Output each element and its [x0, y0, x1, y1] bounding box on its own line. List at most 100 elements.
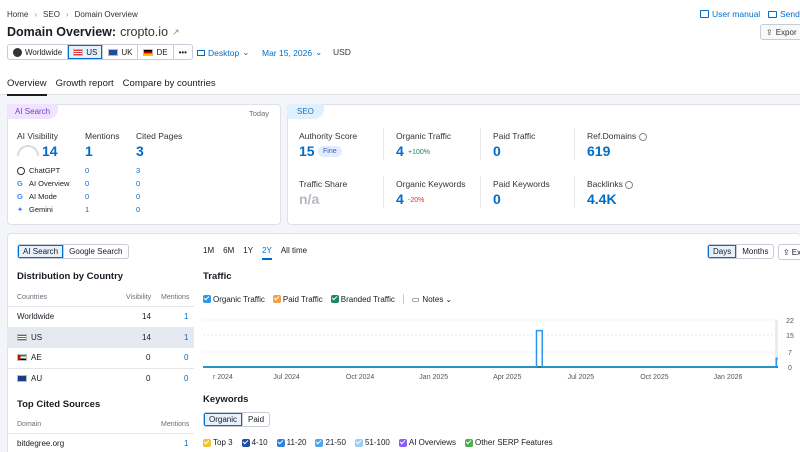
range-1m[interactable]: 1M: [203, 246, 215, 255]
seo-pill: SEO: [287, 104, 324, 119]
legend-11-20[interactable]: 11-20: [276, 438, 306, 447]
tab-overview[interactable]: Overview: [7, 78, 47, 96]
seo-card: [287, 104, 800, 225]
divider: [574, 128, 575, 160]
traffic-title: Traffic: [203, 271, 232, 282]
tab-compare-by-countries[interactable]: Compare by countries: [122, 78, 216, 89]
checkbox-icon: [464, 438, 473, 447]
ai-search-card: [7, 104, 281, 225]
db-uk[interactable]: UK: [103, 45, 139, 59]
country-mentions[interactable]: 1: [184, 312, 189, 321]
date-dropdown[interactable]: Mar 15, 2026 ⌄: [262, 47, 322, 58]
legend-ai-overviews[interactable]: AI Overviews: [398, 438, 456, 447]
list-item: ChatGPT: [17, 164, 69, 177]
more-databases-button[interactable]: •••: [174, 45, 192, 59]
cited-pages-value[interactable]: 3: [136, 143, 144, 159]
google-icon: G: [17, 179, 23, 188]
chevron-down-icon: ⌄: [242, 47, 250, 57]
granularity-days[interactable]: Days: [708, 245, 738, 258]
toggle-organic[interactable]: Organic: [204, 413, 244, 426]
chart-export-button[interactable]: ⇪ Ex: [778, 244, 800, 260]
backlinks-value[interactable]: 4.4K: [587, 191, 617, 207]
granularity-months[interactable]: Months: [742, 247, 769, 256]
toggle-google-search[interactable]: Google Search: [69, 247, 123, 256]
platform-mentions[interactable]: 0: [85, 166, 90, 175]
legend-top-3[interactable]: Top 3: [203, 438, 233, 447]
platform-cited[interactable]: 0: [136, 179, 141, 188]
organic-traffic-value[interactable]: 4: [396, 143, 404, 159]
platform-cited[interactable]: 0: [136, 192, 141, 201]
platform-cited[interactable]: 3: [136, 166, 141, 175]
range-2y[interactable]: 2Y: [262, 246, 272, 260]
platform-name: ChatGPT: [29, 166, 61, 175]
table-row[interactable]: [7, 348, 194, 369]
legend-paid-traffic[interactable]: Paid Traffic: [272, 295, 323, 304]
cited-pages-label: Cited Pages: [136, 131, 183, 141]
user-manual-link[interactable]: User manual: [700, 9, 760, 19]
organic-keywords-value[interactable]: 4: [396, 191, 404, 207]
organic-traffic-change: +100%: [408, 149, 430, 156]
notes-dropdown[interactable]: ▭ Notes ⌄: [412, 295, 452, 304]
toggle-paid[interactable]: Paid: [248, 415, 265, 424]
range-all-time[interactable]: All time: [280, 246, 308, 255]
legend-other-serp[interactable]: Other SERP Features: [464, 438, 553, 447]
country-mentions[interactable]: 0: [184, 374, 189, 383]
legend-organic-traffic[interactable]: Organic Traffic: [203, 295, 265, 304]
divider: [383, 128, 384, 160]
device-dropdown[interactable]: Desktop ⌄: [197, 47, 249, 58]
table-row[interactable]: [7, 306, 194, 327]
legend-21-50[interactable]: 21-50: [315, 438, 346, 447]
breadcrumb-seo[interactable]: SEO: [43, 10, 60, 19]
source-domain[interactable]: bitdegree.org: [17, 439, 65, 448]
y-tick-label: 0: [788, 365, 792, 372]
y-tick-label: 7: [788, 350, 792, 357]
divider: [574, 176, 575, 208]
organic-traffic-label: Organic Traffic: [396, 131, 452, 141]
chart-y-ticks: 22 15 7 0: [786, 318, 794, 372]
top-cited-sources-title: Top Cited Sources: [17, 399, 101, 410]
export-button[interactable]: ⇪ Expor: [760, 24, 800, 40]
distribution-title: Distribution by Country: [17, 271, 124, 282]
traffic-share-label: Traffic Share: [299, 179, 348, 189]
legend-branded-traffic[interactable]: Branded Traffic: [330, 295, 395, 304]
external-link-icon[interactable]: ↗: [172, 26, 180, 37]
visibility-gauge-icon: [17, 145, 39, 156]
country-name: AE: [31, 353, 42, 362]
user-manual-label: User manual: [712, 9, 761, 19]
db-worldwide[interactable]: Worldwide: [8, 45, 69, 59]
toggle-ai-search[interactable]: AI Search: [18, 245, 65, 258]
authority-score-value[interactable]: 15: [299, 143, 315, 159]
send-feedback-link[interactable]: Send: [768, 9, 800, 19]
paid-keywords-value[interactable]: 0: [493, 191, 501, 207]
legend-51-100[interactable]: 51-100: [354, 438, 390, 447]
country-name: US: [31, 333, 43, 342]
platform-mentions[interactable]: 0: [85, 179, 90, 188]
mentions-value[interactable]: 1: [85, 143, 93, 159]
source-mentions[interactable]: 1: [184, 439, 189, 448]
db-us[interactable]: US: [68, 45, 104, 59]
platform-cited[interactable]: 0: [136, 205, 141, 214]
db-de[interactable]: DE: [138, 45, 174, 59]
breadcrumb-home[interactable]: Home: [7, 10, 29, 19]
country-mentions[interactable]: 0: [184, 353, 189, 362]
ai-visibility-value[interactable]: 14: [42, 143, 58, 159]
currency-label: USD: [333, 47, 351, 57]
paid-traffic-label: Paid Traffic: [493, 131, 536, 141]
ref-domains-value[interactable]: 619: [587, 143, 611, 159]
country-mentions[interactable]: 1: [184, 333, 189, 342]
table-row-selected[interactable]: [7, 327, 194, 348]
today-label: Today: [249, 109, 270, 118]
paid-traffic-value[interactable]: 0: [493, 143, 501, 159]
range-1y[interactable]: 1Y: [243, 246, 254, 255]
platform-mentions[interactable]: 1: [85, 205, 90, 214]
tab-growth-report[interactable]: Growth report: [55, 78, 114, 89]
legend-4-10[interactable]: 4-10: [241, 438, 268, 447]
export-icon: ⇪: [783, 247, 790, 257]
list-item: ✦ Gemini: [17, 203, 69, 216]
platform-mentions[interactable]: 0: [85, 192, 90, 201]
divider: [480, 176, 481, 208]
range-6m[interactable]: 6M: [223, 246, 235, 255]
au-flag-icon: [17, 375, 27, 382]
organic-keywords-label: Organic Keywords: [396, 179, 466, 189]
checkbox-icon: [398, 438, 407, 447]
